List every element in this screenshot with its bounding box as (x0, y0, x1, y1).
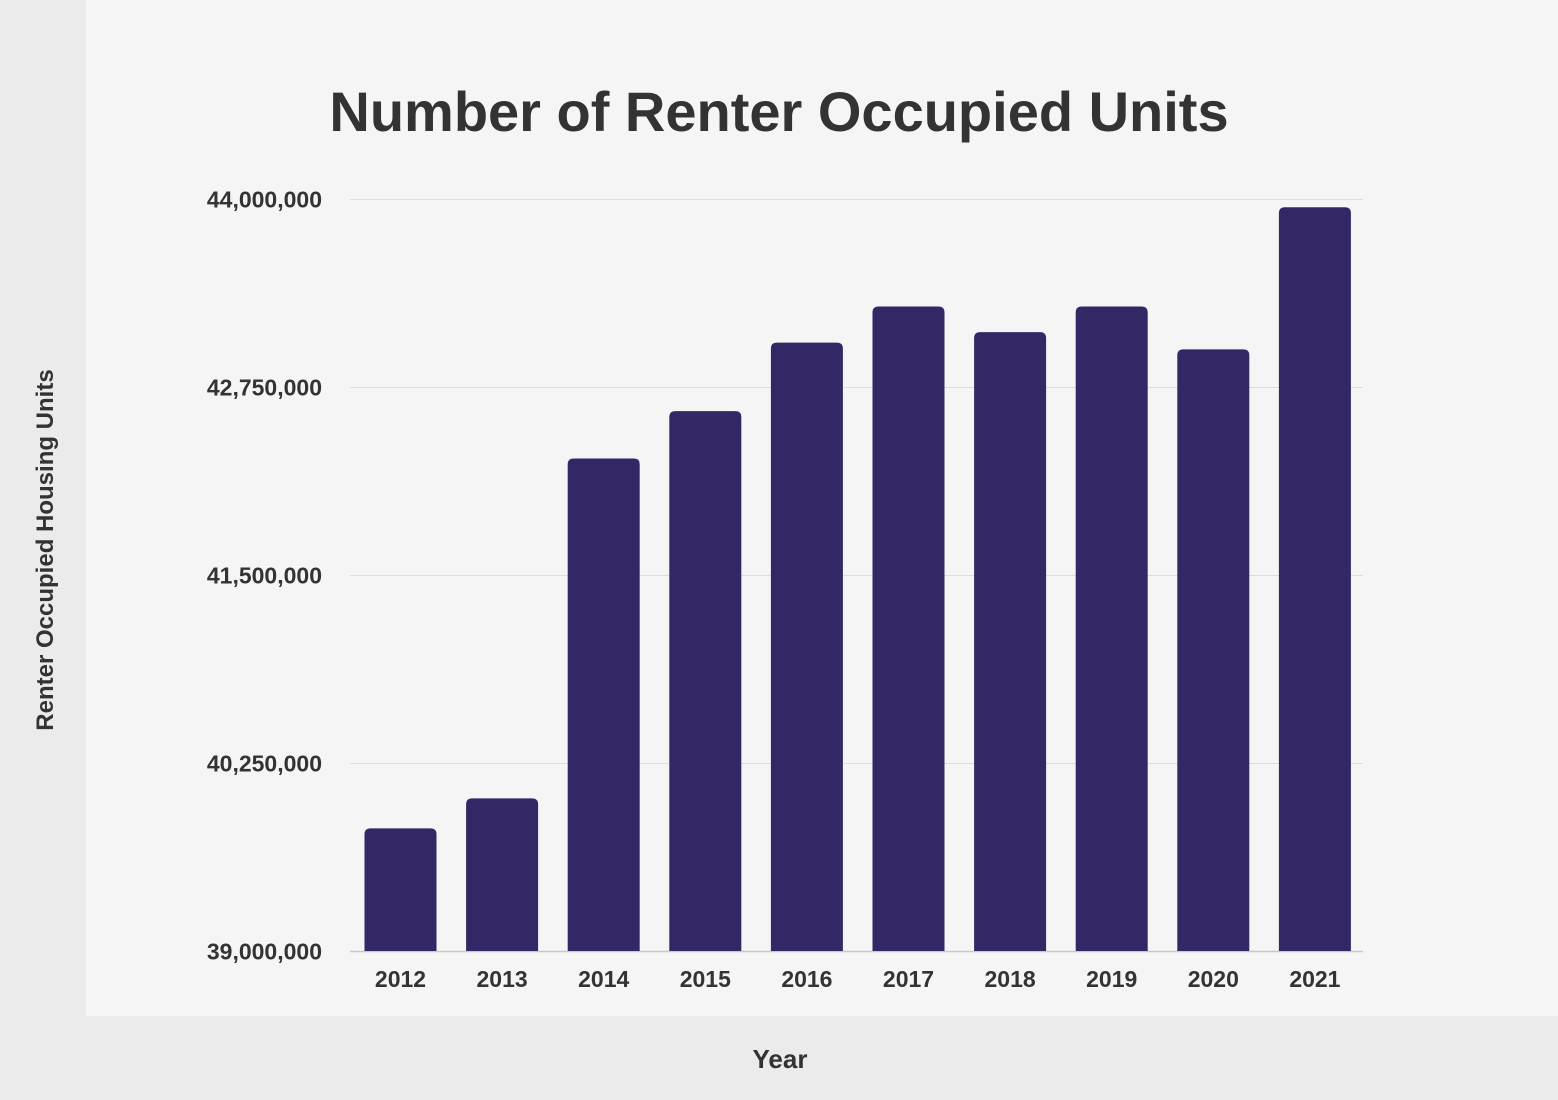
x-tick-label: 2013 (477, 966, 528, 992)
bar-2017 (872, 306, 945, 951)
x-tick-label: 2016 (781, 966, 832, 992)
y-tick-label: 42,750,000 (207, 375, 322, 401)
bars (364, 207, 1351, 952)
y-tick-label: 39,000,000 (207, 939, 322, 965)
x-tick-label: 2018 (985, 966, 1036, 992)
chart-title: Number of Renter Occupied Units (329, 80, 1229, 143)
bar-2015 (669, 411, 742, 952)
y-tick-label: 40,250,000 (207, 751, 322, 777)
bar-2019 (1075, 306, 1148, 951)
bar-2013 (466, 798, 539, 951)
x-tick-label: 2020 (1188, 966, 1239, 992)
x-tick-label: 2012 (375, 966, 426, 992)
x-axis-title: Year (752, 1044, 808, 1074)
x-tick-label: 2019 (1086, 966, 1137, 992)
x-tick-labels: 2012 2013 2014 2015 2016 2017 2018 2019 2020 2021 (375, 966, 1341, 992)
x-tick-label: 2017 (883, 966, 934, 992)
bar-2012 (364, 828, 437, 951)
bottom-frame-strip (86, 1016, 1558, 1100)
left-frame-strip (0, 0, 86, 1100)
y-tick-labels: 39,000,000 40,250,000 41,500,000 42,750,000… (207, 187, 322, 965)
x-tick-label: 2015 (680, 966, 731, 992)
x-tick-label: 2014 (578, 966, 629, 992)
y-tick-label: 44,000,000 (207, 187, 322, 213)
bar-2014 (567, 458, 640, 951)
bar-2021 (1278, 207, 1351, 952)
bar-2020 (1177, 349, 1250, 951)
bar-2018 (974, 332, 1047, 951)
y-tick-label: 41,500,000 (207, 563, 322, 589)
x-tick-label: 2021 (1289, 966, 1340, 992)
bar-2016 (770, 342, 843, 952)
